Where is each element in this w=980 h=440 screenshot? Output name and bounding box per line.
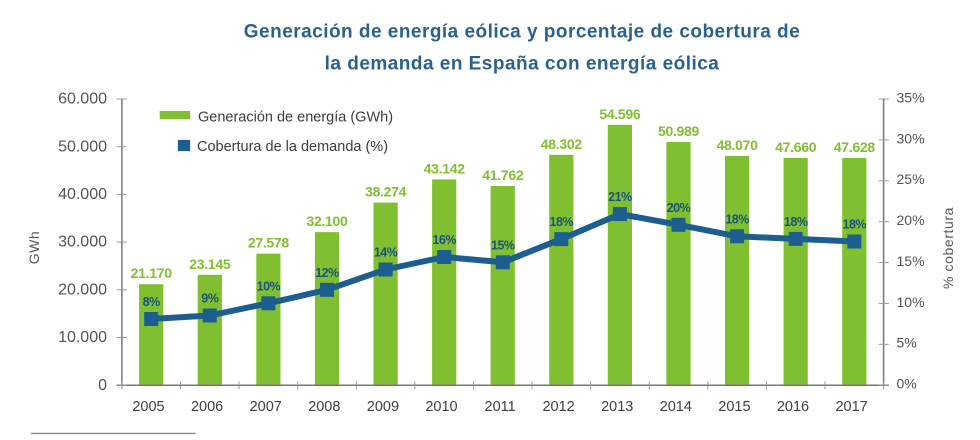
svg-text:Generación de energía (GWh): Generación de energía (GWh) (198, 110, 393, 126)
svg-text:2005: 2005 (132, 399, 164, 415)
svg-text:2010: 2010 (425, 399, 457, 415)
svg-text:14%: 14% (374, 246, 398, 260)
svg-text:la demanda en España con energ: la demanda en España con energía eólica (325, 54, 720, 75)
svg-text:0%: 0% (897, 376, 917, 392)
svg-text:20.000: 20.000 (58, 281, 107, 298)
svg-text:18%: 18% (843, 218, 867, 232)
svg-text:21%: 21% (608, 190, 632, 204)
svg-text:40.000: 40.000 (58, 186, 107, 203)
svg-text:35%: 35% (897, 89, 925, 105)
svg-text:18%: 18% (784, 215, 808, 229)
svg-text:% cobertura: % cobertura (940, 207, 956, 289)
svg-text:20%: 20% (667, 201, 691, 215)
svg-text:2009: 2009 (367, 399, 399, 415)
svg-text:50.000: 50.000 (58, 138, 107, 155)
svg-text:2014: 2014 (660, 399, 692, 415)
svg-text:10.000: 10.000 (58, 329, 107, 346)
svg-text:18%: 18% (725, 212, 749, 226)
svg-text:10%: 10% (257, 279, 281, 293)
svg-text:8%: 8% (143, 295, 160, 309)
svg-text:2006: 2006 (191, 399, 223, 415)
svg-text:30.000: 30.000 (58, 234, 107, 251)
svg-text:38.274: 38.274 (365, 184, 407, 200)
svg-text:54.596: 54.596 (599, 106, 641, 122)
svg-text:2012: 2012 (542, 399, 574, 415)
svg-text:27.578: 27.578 (248, 235, 290, 251)
svg-text:50.989: 50.989 (658, 123, 700, 139)
svg-text:2011: 2011 (485, 399, 516, 415)
svg-text:16%: 16% (432, 233, 456, 247)
svg-text:41.762: 41.762 (482, 167, 524, 183)
svg-text:23.145: 23.145 (189, 256, 231, 272)
svg-text:GWh: GWh (26, 231, 42, 264)
svg-text:2013: 2013 (601, 399, 633, 415)
svg-text:47.628: 47.628 (834, 139, 876, 155)
svg-text:21.170: 21.170 (131, 265, 173, 281)
svg-text:5%: 5% (897, 335, 917, 351)
svg-text:60.000: 60.000 (58, 91, 107, 108)
svg-text:15%: 15% (897, 253, 925, 269)
svg-text:Cobertura de la demanda (%): Cobertura de la demanda (%) (197, 139, 388, 155)
svg-text:2008: 2008 (308, 399, 340, 415)
svg-text:48.070: 48.070 (717, 137, 759, 153)
svg-text:43.142: 43.142 (424, 160, 466, 176)
svg-text:10%: 10% (897, 294, 925, 310)
svg-text:15%: 15% (491, 238, 515, 252)
svg-text:2015: 2015 (718, 399, 750, 415)
svg-text:32.100: 32.100 (306, 213, 348, 229)
svg-text:18%: 18% (550, 215, 574, 229)
svg-text:20%: 20% (897, 212, 925, 228)
svg-text:2016: 2016 (777, 399, 809, 415)
svg-text:2017: 2017 (835, 399, 867, 415)
svg-text:0: 0 (98, 377, 107, 394)
svg-text:9%: 9% (201, 292, 218, 306)
svg-text:30%: 30% (897, 130, 925, 146)
svg-text:25%: 25% (897, 171, 925, 187)
svg-text:47.660: 47.660 (775, 139, 817, 155)
svg-text:12%: 12% (315, 266, 339, 280)
svg-text:Generación de energía eólica y: Generación de energía eólica y porcentaj… (244, 22, 800, 43)
svg-text:2007: 2007 (250, 399, 282, 415)
svg-text:48.302: 48.302 (541, 136, 583, 152)
